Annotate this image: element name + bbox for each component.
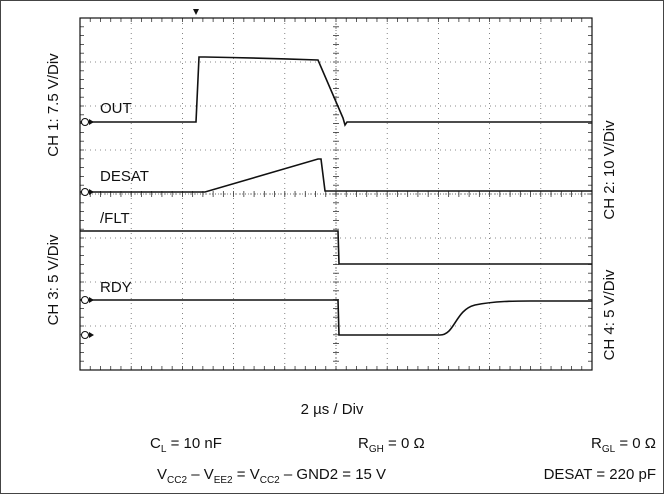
subscript: CC2 bbox=[260, 475, 280, 486]
subscript: CC2 bbox=[167, 475, 187, 486]
text: = 10 nF bbox=[166, 435, 221, 452]
timebase: 2 µs / Div bbox=[301, 401, 364, 418]
condition: VCC2 – VEE2 = VCC2 – GND2 = 15 V bbox=[157, 466, 386, 486]
text: R bbox=[591, 435, 602, 452]
out-trace bbox=[80, 56, 592, 127]
text: – GND2 = 15 V bbox=[280, 466, 386, 483]
subscript: GH bbox=[369, 444, 384, 455]
subscript: L bbox=[161, 444, 167, 455]
text: – V bbox=[187, 466, 214, 483]
channel-scale: CH 3: 5 V/Div bbox=[45, 234, 62, 325]
channel-markers bbox=[81, 118, 94, 339]
rdy-trace bbox=[80, 299, 592, 336]
channel-scale: CH 1: 7.5 V/Div bbox=[45, 53, 62, 157]
text: V bbox=[157, 466, 167, 483]
trace-label: OUT bbox=[100, 100, 132, 117]
condition: CL = 10 nF bbox=[150, 435, 222, 455]
subscript: GL bbox=[602, 444, 616, 455]
plot-border bbox=[79, 17, 593, 371]
flt-trace bbox=[80, 230, 592, 265]
grid bbox=[79, 17, 593, 371]
condition: DESAT = 220 pF bbox=[544, 466, 656, 483]
desat-trace bbox=[80, 158, 592, 193]
channel-scale: CH 4: 5 V/Div bbox=[601, 269, 618, 360]
text: = 0 Ω bbox=[615, 435, 656, 452]
text: C bbox=[150, 435, 161, 452]
trigger-marker bbox=[193, 9, 199, 15]
trace-label: /FLT bbox=[100, 210, 130, 227]
text: R bbox=[358, 435, 369, 452]
subscript: EE2 bbox=[214, 475, 233, 486]
condition: RGH = 0 Ω bbox=[358, 435, 425, 455]
text: = V bbox=[233, 466, 260, 483]
text: = 0 Ω bbox=[384, 435, 425, 452]
condition: RGL = 0 Ω bbox=[591, 435, 656, 455]
trace-label: DESAT bbox=[100, 168, 149, 185]
trace-label: RDY bbox=[100, 279, 132, 296]
channel-scale: CH 2: 10 V/Div bbox=[601, 120, 618, 220]
